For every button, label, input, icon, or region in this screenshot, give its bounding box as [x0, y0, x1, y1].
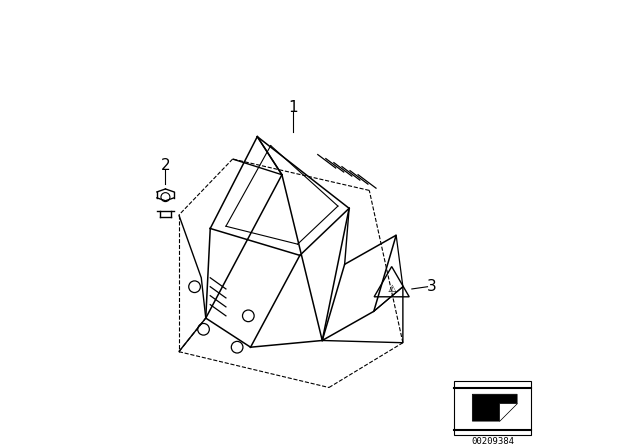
Text: 2: 2	[161, 158, 170, 173]
Polygon shape	[472, 394, 517, 421]
Text: 3: 3	[427, 279, 437, 294]
Text: ⚠: ⚠	[387, 284, 396, 294]
Text: 00209384: 00209384	[471, 437, 514, 446]
Text: 1: 1	[288, 100, 298, 115]
Polygon shape	[499, 403, 517, 421]
